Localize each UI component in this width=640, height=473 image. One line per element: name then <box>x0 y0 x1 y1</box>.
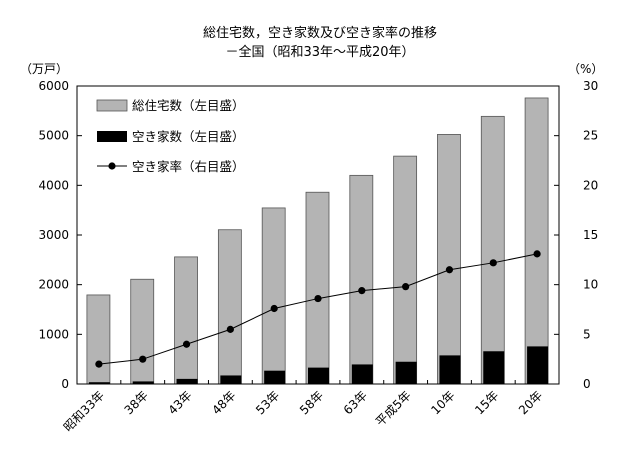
category-label: 平成5年 <box>373 388 414 429</box>
bar-total-housing <box>349 174 374 385</box>
left-tick-label: 5000 <box>38 129 69 143</box>
category-label: 48年 <box>209 388 238 417</box>
right-tick-label: 30 <box>583 79 598 93</box>
category-label: 53年 <box>253 388 282 417</box>
right-axis-unit: （%） <box>568 62 604 76</box>
category-label: 43年 <box>165 388 194 417</box>
left-tick-label: 4000 <box>38 178 69 192</box>
rate-marker <box>489 259 497 267</box>
category-label: 58年 <box>297 388 326 417</box>
right-tick-label: 25 <box>583 129 598 143</box>
rate-marker <box>358 287 366 295</box>
bar-vacant-houses <box>220 375 242 384</box>
legend-label-total: 総住宅数（左目盛） <box>132 98 245 113</box>
rate-marker <box>533 250 541 258</box>
legend-marker-rate <box>108 162 116 170</box>
right-tick-label: 0 <box>583 377 591 391</box>
chart-title: 総住宅数，空き家数及び空き家率の推移 <box>202 26 437 41</box>
bar-vacant-houses <box>264 370 286 384</box>
category-label: 38年 <box>122 388 151 417</box>
bar-vacant-houses <box>88 382 110 384</box>
category-label: 10年 <box>428 388 457 417</box>
bar-total-housing <box>305 191 330 385</box>
right-tick-label: 5 <box>583 327 591 341</box>
rate-marker <box>270 304 278 313</box>
bar-total-housing <box>480 115 505 385</box>
bar-vacant-houses <box>308 367 329 384</box>
bar-total-housing <box>86 294 111 385</box>
rate-marker <box>139 355 147 363</box>
right-tick-label: 15 <box>583 228 598 242</box>
left-tick-label: 6000 <box>38 79 69 93</box>
right-tick-label: 20 <box>583 178 598 192</box>
bar-vacant-houses <box>395 361 417 384</box>
legend-swatch-vacant <box>97 131 127 142</box>
legend-swatch-total <box>96 99 128 112</box>
left-tick-label: 0 <box>61 377 69 391</box>
left-tick-label: 3000 <box>38 228 69 242</box>
rate-marker <box>226 325 234 333</box>
chart-subtitle: －全国（昭和33年～平成20年） <box>225 45 415 60</box>
rate-marker <box>314 294 322 303</box>
category-label: 20年 <box>516 388 545 417</box>
bar-total-housing <box>130 278 155 385</box>
bar-total-housing <box>437 134 461 385</box>
bar-vacant-houses <box>439 355 461 384</box>
bar-total-housing <box>524 97 549 385</box>
bar-vacant-houses <box>176 378 198 384</box>
category-label: 63年 <box>341 388 370 417</box>
category-label: 昭和33年 <box>61 388 107 434</box>
bar-total-housing <box>174 256 198 385</box>
bar-total-housing <box>393 155 418 385</box>
bar-vacant-houses <box>483 351 505 384</box>
rate-marker <box>182 340 191 348</box>
rate-marker <box>402 283 410 291</box>
rate-marker <box>445 266 454 274</box>
left-axis-unit: （万戸） <box>20 62 69 76</box>
rate-line-layer <box>95 250 541 368</box>
bar-vacant-houses <box>132 381 154 384</box>
right-tick-label: 10 <box>583 278 598 292</box>
bar-vacant-houses <box>527 346 549 384</box>
legend-label-vacant: 空き家数（左目盛） <box>132 129 245 144</box>
category-label: 15年 <box>472 388 501 417</box>
bar-total-housing <box>261 207 286 385</box>
legend-label-rate: 空き家率（右目盛） <box>132 159 245 174</box>
bar-vacant-houses <box>351 364 373 384</box>
rate-marker <box>95 360 103 368</box>
left-tick-label: 2000 <box>38 278 69 292</box>
legend: 総住宅数（左目盛） 空き家数（左目盛） 空き家率（右目盛） <box>96 98 245 174</box>
left-tick-label: 1000 <box>38 327 69 341</box>
bar-total-housing <box>217 229 242 385</box>
